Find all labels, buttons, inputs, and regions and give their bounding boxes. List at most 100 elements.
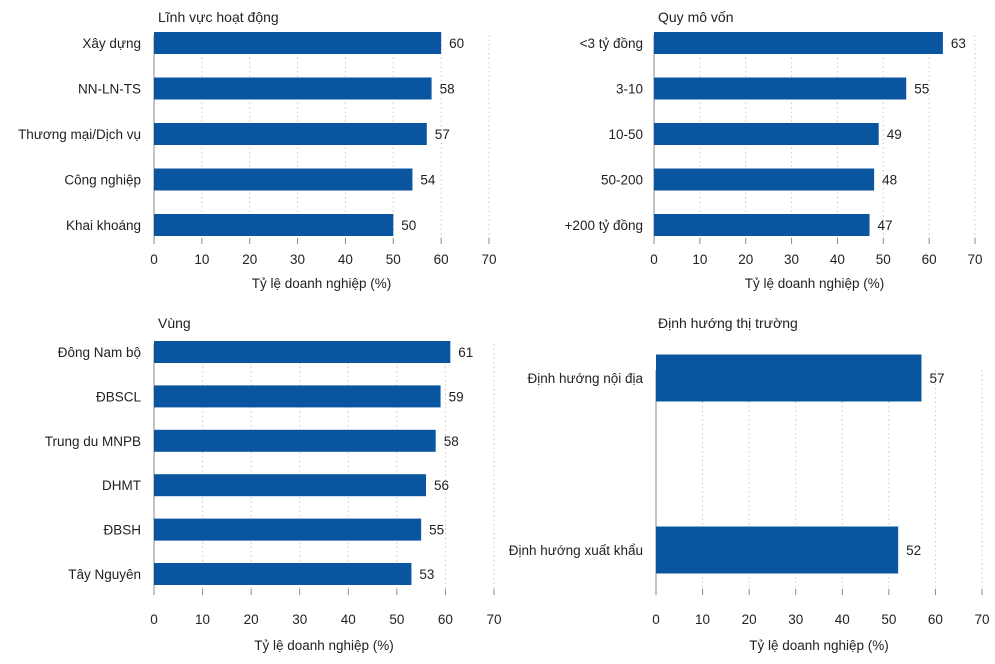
x-tick-label: 40 [338,252,353,267]
data-label: 56 [434,478,449,493]
category-label: 10-50 [608,127,643,142]
bar [654,32,943,54]
x-tick-label: 60 [438,612,453,627]
category-label: Khai khoáng [66,218,141,233]
category-label: Trung du MNPB [45,434,141,449]
x-axis-label: Tỷ lệ doanh nghiệp (%) [749,638,889,653]
x-tick-label: 0 [650,252,658,267]
bar [654,168,875,191]
chart-panel-2: Quy mô vốn 0 10 20 30 40 50 60 70 Tỷ lệ doanh ngh… [565,9,983,291]
bar [154,474,426,497]
x-tick-label: 30 [290,252,305,267]
x-tick-label: 70 [974,612,989,627]
x-tick-label: 10 [692,252,707,267]
bar [154,77,432,100]
x-tick-label: 40 [341,612,356,627]
bar [154,123,427,145]
data-label: 60 [449,36,464,51]
data-label: 59 [449,389,464,404]
category-label: 3-10 [616,82,643,97]
category-label: Định hướng xuất khẩu [509,543,643,558]
x-tick-label: 30 [788,612,803,627]
data-label: 57 [929,371,944,386]
data-label: 52 [906,543,921,558]
data-label: 53 [419,567,434,582]
data-label: 58 [444,434,459,449]
data-label: 57 [435,127,450,142]
data-label: 61 [458,345,473,360]
data-label: 58 [440,82,455,97]
x-axis-label: Tỷ lệ doanh nghiệp (%) [254,638,394,653]
category-label: DHMT [102,478,141,493]
x-tick-label: 50 [881,612,896,627]
bar [656,526,899,574]
panel-title: Quy mô vốn [658,9,733,25]
bar [654,214,870,236]
category-label: 50-200 [601,173,643,188]
category-label: ĐBSCL [96,389,142,404]
bar [654,123,879,145]
bar [656,354,922,402]
x-tick-label: 10 [195,612,210,627]
x-tick-label: 0 [150,252,158,267]
bar [154,341,451,363]
bar [154,518,422,541]
x-tick-label: 40 [835,612,850,627]
x-tick-label: 50 [876,252,891,267]
category-label: NN-LN-TS [78,82,141,97]
category-label: Đông Nam bộ [58,345,141,360]
x-tick-label: 40 [830,252,845,267]
x-tick-label: 30 [292,612,307,627]
bar [654,77,907,100]
x-tick-label: 10 [194,252,209,267]
data-label: 48 [882,173,897,188]
data-label: 49 [887,127,902,142]
x-tick-label: 70 [481,252,496,267]
data-label: 47 [878,218,893,233]
data-label: 63 [951,36,966,51]
chart-panel-4: Định hướng thị trường 0 10 20 30 40 50 60 70 Tỷ l… [509,315,990,653]
data-label: 54 [420,173,436,188]
x-tick-label: 70 [486,612,501,627]
x-tick-label: 60 [928,612,943,627]
x-tick-label: 20 [244,612,259,627]
x-tick-label: 10 [695,612,710,627]
bar [154,32,442,54]
category-label: Tây Nguyên [68,567,141,582]
x-axis-label: Tỷ lệ doanh nghiệp (%) [745,276,885,291]
panel-title: Lĩnh vực hoạt động [158,9,279,25]
bar [154,168,413,191]
x-tick-label: 60 [922,252,937,267]
panel-title: Vùng [158,315,191,331]
category-label: Xây dựng [82,36,141,51]
x-tick-label: 50 [386,252,401,267]
category-label: Thương mại/Dịch vụ [18,127,141,142]
category-label: Công nghiệp [64,173,141,188]
x-tick-label: 0 [150,612,158,627]
category-label: Định hướng nội địa [528,371,644,386]
bar [154,563,412,585]
category-label: +200 tỷ đồng [565,218,643,233]
chart-panel-3: Vùng 0 10 20 30 40 50 60 70 Tỷ lệ doanh nghiệp (%… [45,315,502,653]
x-tick-label: 60 [434,252,449,267]
data-label: 55 [429,523,444,538]
panel-title: Định hướng thị trường [658,315,798,331]
chart-panel-1: Lĩnh vực hoạt động 0 10 20 30 40 50 60 70 Tỷ lệ d… [18,9,496,291]
x-tick-label: 20 [738,252,753,267]
x-tick-label: 0 [652,612,660,627]
x-tick-label: 50 [389,612,404,627]
category-label: ĐBSH [103,523,141,538]
x-tick-label: 20 [742,612,757,627]
category-label: <3 tỷ đồng [580,36,643,51]
x-tick-label: 20 [242,252,257,267]
x-axis-label: Tỷ lệ doanh nghiệp (%) [252,276,392,291]
x-tick-label: 70 [967,252,982,267]
bar [154,385,441,408]
bar [154,214,394,236]
data-label: 50 [401,218,416,233]
data-label: 55 [914,82,929,97]
bar [154,429,436,452]
x-tick-label: 30 [784,252,799,267]
